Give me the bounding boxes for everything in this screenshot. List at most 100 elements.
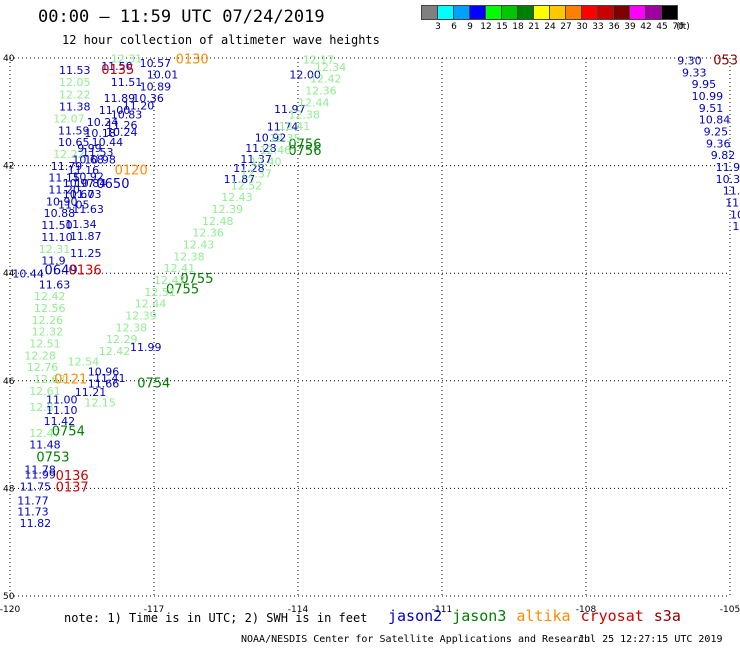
wave-height-label: 11.99: [130, 341, 162, 354]
wave-height-label: 11.73: [17, 505, 49, 518]
wave-height-label: 11.48: [29, 439, 61, 452]
wave-height-label: 11.10: [41, 231, 72, 244]
wave-height-label: 10.98: [84, 153, 116, 166]
wave-height-label: 12.05: [59, 76, 91, 89]
wave-height-label: 11.03: [70, 188, 102, 201]
longitude-label: -114: [288, 605, 309, 615]
wave-height-label: 9.95: [692, 78, 717, 91]
wave-height-label: 10.67: [63, 188, 95, 201]
generation-timestamp: Jul 25 12:27:15 UTC 2019: [578, 634, 723, 645]
wave-height-label: 12.38: [173, 250, 205, 263]
wave-height-label: 11.15: [48, 172, 80, 185]
wave-height-label: 12.07: [53, 113, 84, 126]
legend-value-label: 42: [640, 22, 652, 32]
legend-value-label: 39: [624, 22, 636, 32]
wave-height-label: 10.01: [147, 68, 179, 81]
wave-height-label: 12.34: [315, 61, 347, 74]
wave-height-label: 12.63: [34, 373, 66, 386]
satellite-altika: altika: [516, 607, 571, 625]
wave-height-label: 12.8: [29, 401, 54, 414]
wave-height-label: 12.29: [106, 333, 138, 346]
wave-height-label: 0756: [288, 137, 321, 152]
wave-height-label: 11.10: [46, 404, 78, 417]
wave-height-label: 12.22: [59, 88, 91, 101]
wave-height-label: 0755: [180, 272, 213, 287]
wave-height-label: 10.90: [46, 195, 78, 208]
wave-height-label: 10.68: [72, 153, 104, 166]
legend-swatch-70: [661, 5, 678, 20]
wave-height-label: 9.82: [711, 149, 736, 162]
longitude-label: -108: [576, 605, 597, 615]
wave-height-label: 11.: [723, 185, 740, 198]
wave-height-label: 12.35: [269, 132, 301, 145]
wave-height-label: 12.22: [53, 148, 84, 161]
wave-height-label: 10: [730, 208, 740, 221]
wave-height-label: 12.41: [164, 262, 196, 275]
wave-height-label: 11.74: [267, 121, 299, 134]
wave-height-label: 11.82: [20, 517, 51, 530]
wave-height-label: 0136: [56, 469, 89, 484]
latitude-label: 48: [3, 484, 15, 494]
legend-value-label: 3: [435, 22, 441, 32]
wave-height-label: 9.25: [704, 125, 729, 138]
wave-height-label: 11.20: [48, 184, 80, 197]
page-title: 00:00 – 11:59 UTC 07/24/2019: [38, 7, 325, 27]
wave-height-label: 0754: [137, 376, 170, 391]
wave-height-label: 12.41: [279, 120, 311, 133]
wave-height-label: 11.37: [240, 153, 272, 166]
color-legend: 3 6 9 12 15 18 21 24 27 30 33 36 39 42 45 70 (ft): [421, 5, 690, 34]
wave-height-label: 12.15: [84, 397, 116, 410]
wave-height-label: 10.24: [87, 116, 119, 129]
wave-height-label: 12.31: [39, 243, 71, 256]
legend-value-label: 21: [528, 22, 540, 32]
wave-height-label: 11.28: [245, 142, 277, 155]
wave-height-label: 11.: [725, 196, 740, 209]
wave-height-label: 12.51: [144, 286, 176, 299]
wave-height-label: 12.43: [183, 238, 215, 251]
wave-height-label: 10.18: [84, 127, 116, 140]
wave-height-label: 12.47: [29, 427, 61, 440]
footer-note: note: 1) Time is in UTC; 2) SWH is in fe…: [64, 611, 368, 625]
wave-height-label: 11.16: [68, 164, 100, 177]
legend-value-label: 9: [467, 22, 473, 32]
wave-height-label: 12.56: [34, 302, 66, 315]
wave-height-label: 11.42: [44, 415, 76, 428]
legend-value-label: 70: [672, 22, 684, 32]
wave-height-label: 11.63: [39, 278, 71, 291]
wave-height-label: 11.99: [24, 469, 56, 482]
wave-height-label: 12.39: [212, 203, 244, 216]
wave-height-label: 11.41: [94, 372, 126, 385]
wave-height-label: 12.52: [231, 179, 262, 192]
wave-height-label: 10.92: [72, 171, 104, 184]
wave-height-label: 12.42: [310, 73, 342, 86]
wave-height-label: 11.00: [99, 104, 131, 117]
wave-height-label: 10.24: [106, 126, 138, 139]
wave-height-label: 9.99: [77, 142, 102, 155]
wave-height-label: 11.38: [59, 101, 91, 114]
satellite-cryosat: cryosat: [580, 607, 644, 625]
wave-height-label: 0121: [54, 372, 87, 387]
wave-height-label: 12.54: [68, 356, 100, 369]
wave-height-label: 11.53: [59, 64, 91, 77]
latitude-label: 44: [3, 269, 15, 279]
legend-value-label: 15: [496, 22, 508, 32]
legend-value-label: 12: [480, 22, 492, 32]
legend-value-label: 27: [560, 22, 572, 32]
wave-height-label: 11.90: [716, 161, 740, 174]
wave-height-label: 11.59: [58, 124, 90, 137]
wave-height-label: 0137: [56, 481, 89, 496]
wave-height-label: 0136: [69, 263, 102, 278]
page-subtitle: 12 hour collection of altimeter wave hei…: [62, 33, 380, 47]
wave-height-label: 0649: [45, 263, 78, 278]
wave-height-label: 12.47: [154, 274, 186, 287]
latitude-label: 46: [3, 377, 15, 387]
latitude-label: 42: [3, 162, 14, 172]
wave-height-label: 10.99: [692, 90, 724, 103]
wave-height-label: 9.30: [677, 54, 702, 67]
wave-height-label: 11.00: [46, 393, 78, 406]
wave-height-label: 0650: [96, 177, 129, 192]
wave-height-label: 10.89: [140, 80, 172, 93]
wave-height-label: 12.44: [135, 298, 167, 311]
wave-height-label: 12.51: [29, 337, 61, 350]
legend-value-label: 6: [451, 22, 457, 32]
